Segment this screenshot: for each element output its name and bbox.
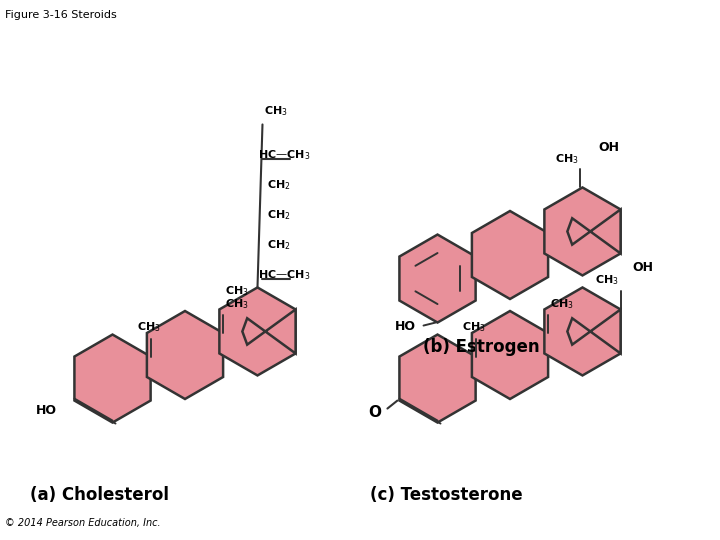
Text: CH$_2$: CH$_2$	[268, 208, 291, 222]
Text: HO: HO	[35, 404, 56, 417]
Polygon shape	[243, 309, 296, 354]
Text: O: O	[369, 405, 382, 420]
Text: (a) Cholesterol: (a) Cholesterol	[30, 486, 169, 504]
Polygon shape	[220, 287, 296, 375]
Text: HO: HO	[395, 320, 415, 333]
Text: CH$_3$: CH$_3$	[595, 274, 618, 287]
Polygon shape	[400, 335, 476, 423]
Text: OH: OH	[633, 261, 654, 274]
Text: Figure 3-16 Steroids: Figure 3-16 Steroids	[5, 10, 117, 20]
Polygon shape	[567, 210, 621, 253]
Text: CH$_3$: CH$_3$	[225, 297, 249, 311]
Polygon shape	[544, 187, 621, 275]
Polygon shape	[472, 311, 548, 399]
Polygon shape	[472, 211, 548, 299]
Text: CH$_2$: CH$_2$	[268, 179, 291, 192]
Text: CH$_3$: CH$_3$	[137, 321, 161, 334]
Polygon shape	[147, 311, 223, 399]
Polygon shape	[544, 287, 621, 375]
Text: CH$_2$: CH$_2$	[268, 239, 291, 252]
Text: HC—CH$_3$: HC—CH$_3$	[258, 268, 311, 282]
Text: CH$_3$: CH$_3$	[225, 284, 249, 298]
Text: (b) Estrogen: (b) Estrogen	[423, 338, 539, 356]
Text: CH$_3$: CH$_3$	[462, 321, 485, 334]
Polygon shape	[567, 309, 621, 354]
Text: HC—CH$_3$: HC—CH$_3$	[258, 148, 311, 163]
Polygon shape	[400, 234, 476, 322]
Text: CH$_3$: CH$_3$	[550, 297, 574, 311]
Text: © 2014 Pearson Education, Inc.: © 2014 Pearson Education, Inc.	[5, 518, 161, 528]
Text: CH$_3$: CH$_3$	[554, 152, 578, 166]
Text: OH: OH	[598, 141, 619, 154]
Text: CH$_3$: CH$_3$	[264, 105, 288, 118]
Text: (c) Testosterone: (c) Testosterone	[370, 486, 523, 504]
Polygon shape	[74, 335, 150, 423]
